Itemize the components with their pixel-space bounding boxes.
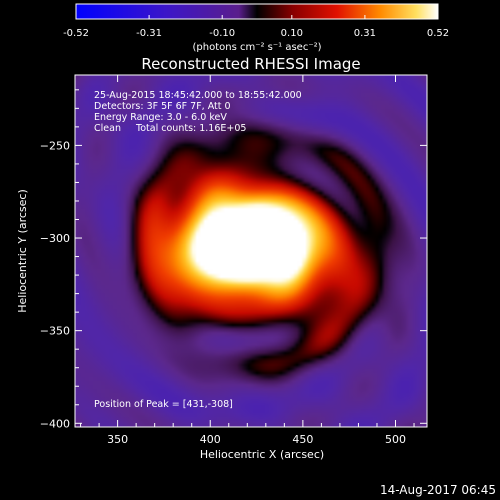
annotation-detectors: Detectors: 3F 5F 6F 7F, Att 0 xyxy=(94,101,231,112)
colorbar-label: (photons cm⁻² s⁻¹ asec⁻²) xyxy=(192,42,321,53)
y-axis-label: Heliocentric Y (arcsec) xyxy=(16,189,29,313)
plot-frame xyxy=(74,74,428,428)
colorbar-tick-label: -0.10 xyxy=(209,28,235,39)
annotation-counts: Clean Total counts: 1.16E+05 xyxy=(94,123,246,134)
colorbar-tick-label: -0.31 xyxy=(136,28,162,39)
y-tick-label: −350 xyxy=(40,325,70,338)
colorbar-tick-label: 0.31 xyxy=(354,28,376,39)
colorbar-tick-label: 0.52 xyxy=(427,28,449,39)
x-tick-label: 400 xyxy=(200,433,221,446)
y-tick-label: −400 xyxy=(40,417,70,430)
y-tick-label: −250 xyxy=(40,139,70,152)
x-axis-label: Heliocentric X (arcsec) xyxy=(200,448,324,461)
peak-position-label: Position of Peak = [431,-308] xyxy=(94,399,233,410)
colorbar-tick-label: -0.52 xyxy=(63,28,89,39)
y-tick-label: −300 xyxy=(40,232,70,245)
heatmap-image xyxy=(75,75,427,427)
colorbar-tick-label: 0.10 xyxy=(281,28,303,39)
annotation-energy: Energy Range: 3.0 - 6.0 keV xyxy=(94,112,227,123)
chart-title: Reconstructed RHESSI Image xyxy=(141,55,360,73)
colorbar-ticks: -0.52 -0.31 -0.10 0.10 0.31 0.52 xyxy=(63,15,449,39)
annotation-time: 25-Aug-2015 18:45:42.000 to 18:55:42.000 xyxy=(94,90,302,101)
x-tick-label: 450 xyxy=(292,433,313,446)
y-ticks: −250 −300 −350 −400 xyxy=(40,89,427,430)
x-ticks: 350 400 450 500 xyxy=(80,75,415,446)
x-tick-label: 350 xyxy=(107,433,128,446)
info-annotations: 25-Aug-2015 18:45:42.000 to 18:55:42.000… xyxy=(94,90,302,134)
x-tick-label: 500 xyxy=(385,433,406,446)
footer-date: 14-Aug-2017 06:45 xyxy=(380,483,496,497)
colorbar xyxy=(75,3,439,20)
